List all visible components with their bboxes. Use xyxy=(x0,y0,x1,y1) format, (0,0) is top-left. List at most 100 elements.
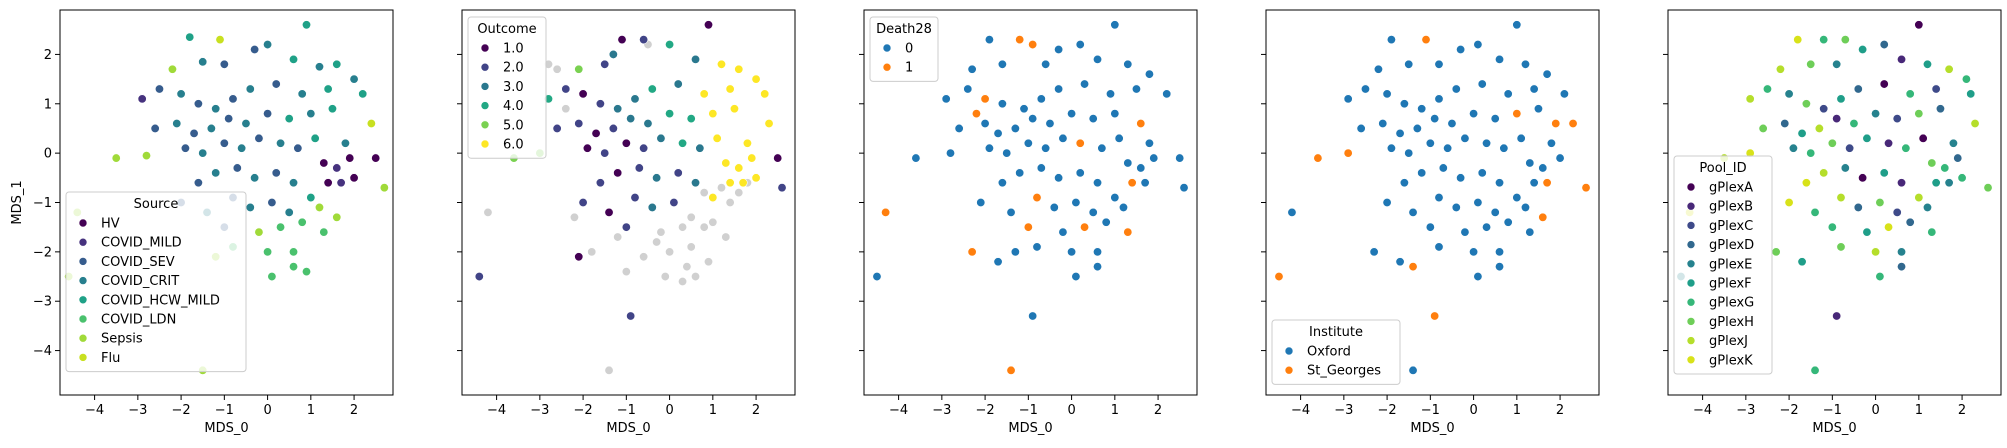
legend-marker xyxy=(480,62,490,72)
data-point xyxy=(1801,99,1811,109)
data-point xyxy=(1832,114,1842,124)
legend-marker xyxy=(78,295,88,305)
data-point xyxy=(263,40,273,50)
data-point xyxy=(1845,143,1855,153)
data-point xyxy=(180,143,190,153)
data-point xyxy=(1378,119,1388,129)
data-point xyxy=(349,173,359,183)
panels: −4 −3 −2 −1 0 1 2 −4 −3 −2 −1 0 1 2 MDS_0 MDS_1 Source HV… xyxy=(10,9,2002,436)
data-point xyxy=(1006,365,1016,375)
legend-box xyxy=(1271,319,1401,385)
data-point xyxy=(639,143,649,153)
x-tick-label: −1 xyxy=(1823,403,1842,418)
data-point xyxy=(1456,173,1466,183)
data-point xyxy=(1036,94,1046,104)
data-point xyxy=(1434,242,1444,252)
data-point xyxy=(1382,198,1392,208)
x-tick-label: −2 xyxy=(976,403,995,418)
data-point xyxy=(630,94,640,104)
legend-marker xyxy=(1686,278,1696,288)
legend-entry-label: gPlexJ xyxy=(1709,334,1748,349)
x-tick-label: −3 xyxy=(1736,403,1755,418)
legend: Outcome 1.0 2.0 3.0 4.0 5.0 6.0 xyxy=(467,16,547,159)
legend-entry-label: 1 xyxy=(905,61,913,76)
data-point xyxy=(1175,153,1185,163)
data-point xyxy=(1356,123,1366,133)
data-point xyxy=(984,35,994,45)
data-point xyxy=(691,272,701,282)
legend: Institute Oxford St_Georges xyxy=(1271,319,1401,385)
x-tick-label: −3 xyxy=(1334,403,1353,418)
x-tick-label: 0 xyxy=(1067,403,1075,418)
legend-marker xyxy=(1686,355,1696,365)
legend-entry-label: St_Georges xyxy=(1307,364,1381,379)
data-point xyxy=(297,89,307,99)
y-tick-label: 0 xyxy=(44,147,52,162)
data-point xyxy=(1520,202,1530,212)
data-point xyxy=(569,212,579,222)
data-point xyxy=(595,99,605,109)
data-point xyxy=(137,94,147,104)
legend-entry-label: 5.0 xyxy=(503,118,524,133)
x-tick-label: −4 xyxy=(1291,403,1310,418)
y-tick-label: −2 xyxy=(33,245,52,260)
x-tick-label: 2 xyxy=(1154,403,1162,418)
data-point xyxy=(941,94,951,104)
data-point xyxy=(1002,148,1012,158)
data-point xyxy=(777,183,787,193)
data-point xyxy=(600,59,610,69)
data-point xyxy=(721,232,731,242)
data-point xyxy=(1395,257,1405,267)
data-point xyxy=(1093,178,1103,188)
data-point xyxy=(1806,59,1816,69)
data-point xyxy=(1568,119,1578,129)
scatter-panel-4: −4 −3 −2 −1 0 1 2 MDS_0 Institute Oxford St_George… xyxy=(1261,9,1600,436)
data-point xyxy=(621,222,631,232)
data-point xyxy=(1110,193,1120,203)
data-point xyxy=(1088,114,1098,124)
data-point xyxy=(1784,89,1794,99)
data-point xyxy=(1961,74,1971,84)
data-point xyxy=(686,114,696,124)
data-point xyxy=(980,119,990,129)
y-tick-label: 1 xyxy=(44,97,52,112)
legend: Death28 0 1 xyxy=(869,16,939,82)
data-point xyxy=(276,138,286,148)
y-tick-label: −4 xyxy=(33,344,52,359)
data-point xyxy=(1503,89,1513,99)
data-point xyxy=(691,54,701,64)
data-point xyxy=(332,163,342,173)
x-tick-label: −4 xyxy=(487,403,506,418)
data-point xyxy=(1106,89,1116,99)
data-point xyxy=(1495,262,1505,272)
legend-marker xyxy=(78,218,88,228)
data-point xyxy=(1853,202,1863,212)
data-point xyxy=(1054,173,1064,183)
data-point xyxy=(980,94,990,104)
legend-marker xyxy=(1284,346,1294,356)
legend-marker xyxy=(1686,259,1696,269)
data-point xyxy=(1922,202,1932,212)
data-point xyxy=(1512,193,1522,203)
data-point xyxy=(617,35,627,45)
legend-marker xyxy=(78,333,88,343)
data-point xyxy=(1797,128,1807,138)
legend-marker xyxy=(1686,182,1696,192)
data-point xyxy=(734,64,744,74)
x-tick-label: 1 xyxy=(1513,403,1521,418)
data-point xyxy=(323,84,333,94)
data-point xyxy=(228,94,238,104)
data-point xyxy=(1775,64,1785,74)
data-point xyxy=(1836,242,1846,252)
data-point xyxy=(552,123,562,133)
data-point xyxy=(1849,119,1859,129)
data-point xyxy=(1404,59,1414,69)
data-point xyxy=(1028,311,1038,321)
data-point xyxy=(604,365,614,375)
data-point xyxy=(332,212,342,222)
data-point xyxy=(198,57,208,67)
data-point xyxy=(1010,123,1020,133)
legend-entry-label: COVID_SEV xyxy=(101,255,175,270)
data-point xyxy=(699,188,709,198)
data-point xyxy=(582,143,592,153)
